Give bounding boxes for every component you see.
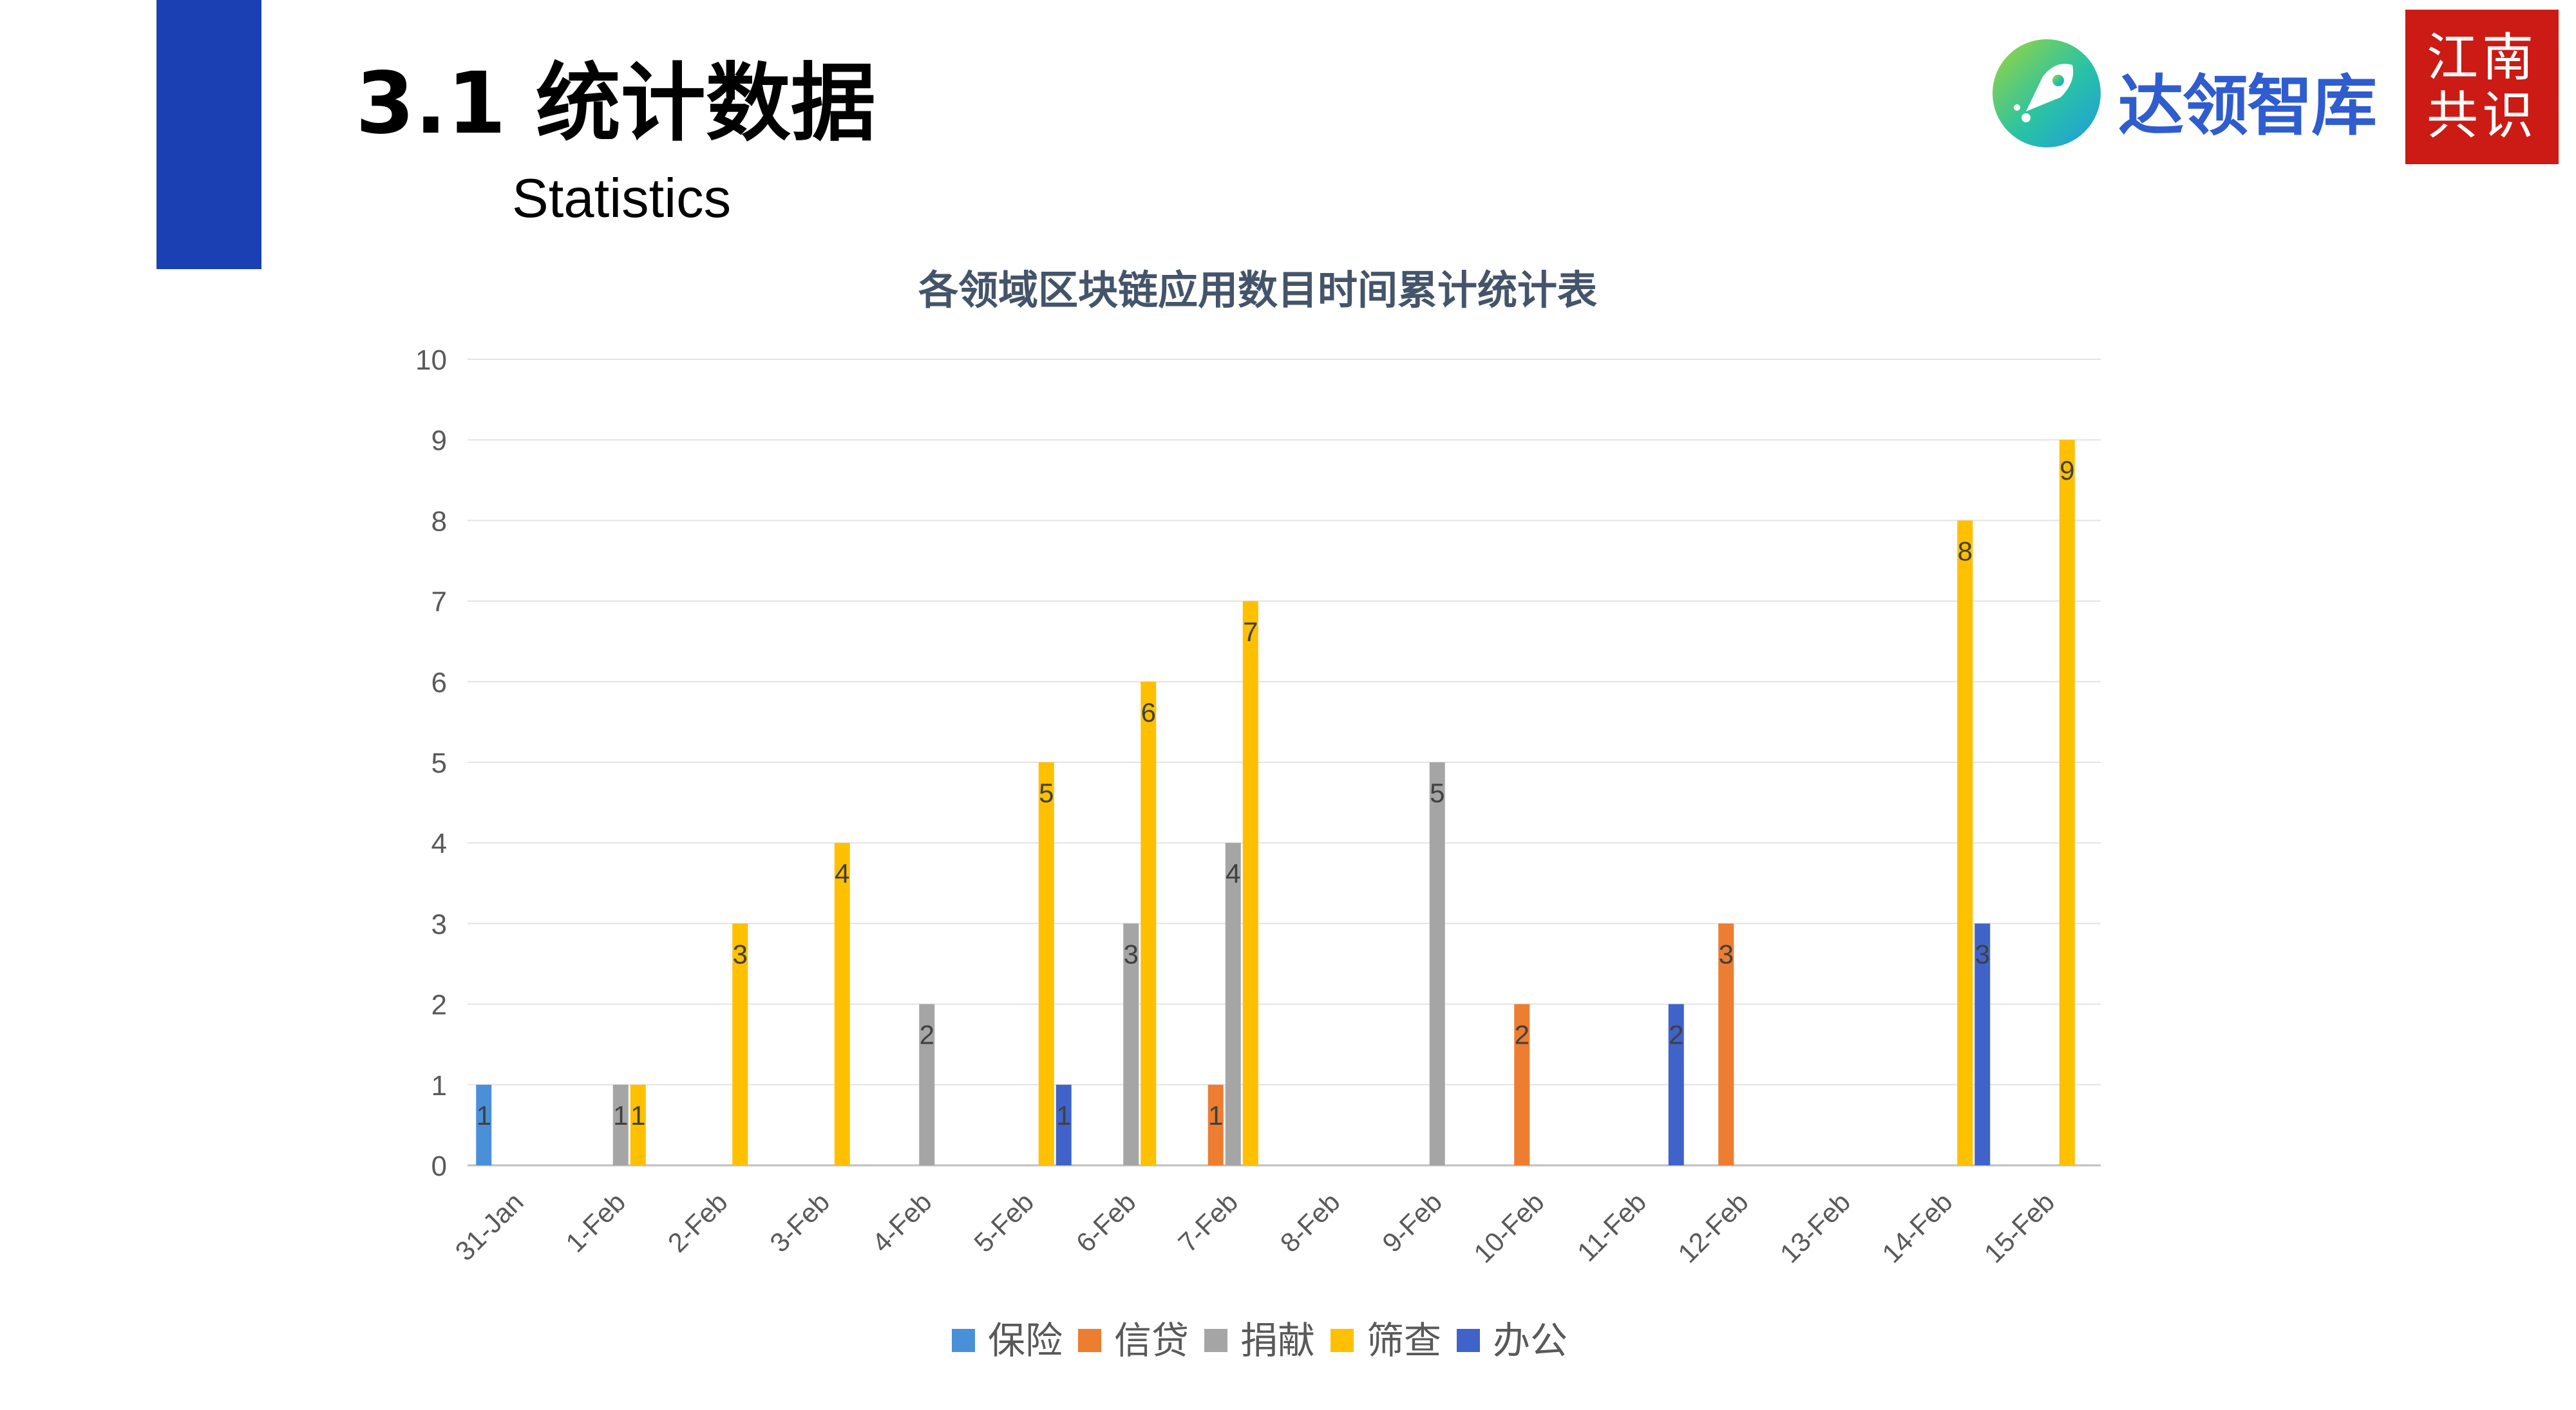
x-tick-label: 3-Feb [764, 1187, 835, 1258]
x-tick-label: 11-Feb [1571, 1187, 1652, 1267]
x-tick-label: 13-Feb [1774, 1187, 1856, 1268]
legend-swatch [1204, 1329, 1227, 1352]
legend-entry: 办公 [1493, 1319, 1567, 1362]
legend-swatch [1078, 1329, 1101, 1352]
x-tick-label: 8-Feb [1274, 1187, 1346, 1258]
x-tick-label: 14-Feb [1876, 1187, 1958, 1268]
bar-data-label: 5 [1430, 778, 1444, 808]
bar-data-label: 4 [835, 858, 849, 888]
bar-data-label: 3 [1975, 939, 1990, 969]
y-tick-label: 9 [431, 425, 447, 456]
y-tick-label: 10 [415, 344, 447, 376]
y-tick-label: 3 [431, 908, 447, 940]
legend-swatch [1457, 1329, 1480, 1352]
legend-swatch [1331, 1329, 1354, 1352]
bar-筛查-2-Feb [732, 923, 748, 1165]
bar-筛查-6-Feb [1141, 681, 1157, 1165]
bar-信贷-10-Feb [1514, 1004, 1530, 1165]
legend-entry: 筛查 [1367, 1319, 1441, 1362]
legend: 保险 信贷 捐献 筛查 办公 [952, 1319, 1567, 1362]
x-tick-label: 5-Feb [968, 1187, 1039, 1258]
legend-entry: 捐献 [1240, 1319, 1315, 1362]
bar-筛查-5-Feb [1038, 762, 1054, 1165]
y-tick-label: 8 [431, 505, 447, 537]
legend-entry: 保险 [988, 1319, 1063, 1362]
bar-data-label: 1 [630, 1100, 645, 1131]
bar-办公-14-Feb [1975, 923, 1991, 1165]
x-tick-label: 4-Feb [866, 1187, 938, 1258]
bar-data-label: 4 [1226, 858, 1240, 888]
bar-捐献-9-Feb [1429, 762, 1445, 1165]
bar-data-label: 3 [1124, 939, 1139, 969]
slide-title: 3.1 统计数据 [355, 54, 876, 153]
y-tick-label: 1 [431, 1070, 447, 1102]
bar-data-label: 8 [1958, 536, 1973, 566]
bar-data-label: 1 [1208, 1100, 1223, 1131]
y-tick-label: 5 [431, 747, 447, 779]
accent-bar [156, 0, 261, 269]
x-tick-label: 12-Feb [1672, 1187, 1754, 1268]
bar-data-label: 2 [1515, 1020, 1530, 1050]
bar-捐献-6-Feb [1123, 923, 1139, 1165]
bar-data-label: 2 [1669, 1020, 1683, 1050]
x-tick-label: 1-Feb [560, 1187, 631, 1258]
logo-text: 达领智库 [2118, 68, 2377, 145]
x-tick-label: 31-Jan [450, 1187, 529, 1266]
bar-data-label: 6 [1141, 697, 1156, 728]
gridlines [468, 359, 2101, 1167]
bar-办公-11-Feb [1668, 1004, 1684, 1165]
bars [476, 440, 2075, 1166]
bar-data-label: 3 [733, 939, 748, 969]
x-tick-label: 15-Feb [1978, 1187, 2060, 1268]
bar-data-label: 3 [1719, 939, 1734, 969]
x-tick-label: 6-Feb [1070, 1187, 1142, 1258]
bar-data-label: 7 [1243, 617, 1258, 647]
y-tick-label: 4 [431, 828, 447, 860]
bar-捐献-7-Feb [1225, 843, 1241, 1165]
bar-筛查-3-Feb [834, 843, 850, 1165]
bar-data-label: 1 [1056, 1100, 1071, 1131]
x-tick-label: 7-Feb [1172, 1187, 1244, 1258]
bar-保险-31-Jan [476, 1084, 492, 1165]
bar-data-label: 1 [613, 1100, 628, 1131]
bar-筛查-7-Feb [1242, 601, 1258, 1165]
y-tick-label: 7 [431, 587, 447, 618]
bar-data-label: 2 [920, 1020, 934, 1050]
legend-swatch [952, 1329, 975, 1352]
x-tick-labels: 31-Jan 1-Feb 2-Feb 3-Feb 4-Feb 5-Feb 6-Feb 7-Fe… [450, 1187, 2061, 1268]
y-tick-label: 2 [431, 990, 447, 1021]
y-tick-label: 6 [431, 667, 447, 699]
seal-stamp: 江南共识 [2405, 10, 2559, 164]
bar-信贷-12-Feb [1718, 923, 1734, 1165]
rocket-logo-icon [1993, 39, 2101, 147]
bar-捐献-1-Feb [612, 1084, 629, 1165]
y-tick-label: 0 [431, 1151, 447, 1182]
bar-data-label: 5 [1039, 778, 1054, 808]
bar-捐献-4-Feb [919, 1004, 935, 1165]
x-tick-label: 10-Feb [1468, 1187, 1549, 1268]
bar-data-label: 1 [477, 1100, 491, 1131]
x-tick-label: 9-Feb [1376, 1187, 1448, 1258]
bar-办公-5-Feb [1056, 1084, 1072, 1165]
legend-entry: 信贷 [1114, 1319, 1189, 1362]
y-tick-labels: 0 1 2 3 4 5 6 7 8 9 10 [415, 344, 447, 1182]
x-tick-label: 2-Feb [662, 1187, 734, 1258]
seal-text: 江南共识 [2427, 28, 2537, 146]
bar-信贷-7-Feb [1208, 1084, 1224, 1165]
bar-筛查-14-Feb [1957, 520, 1973, 1165]
slide-subtitle: Statistics [512, 168, 732, 229]
bar-筛查-1-Feb [630, 1084, 646, 1165]
bar-筛查-15-Feb [2059, 440, 2075, 1166]
logo: 达领智库 [1989, 35, 2377, 151]
chart-title: 各领域区块链应用数目时间累计统计表 [918, 267, 1597, 314]
bar-data-label: 9 [2060, 455, 2074, 485]
